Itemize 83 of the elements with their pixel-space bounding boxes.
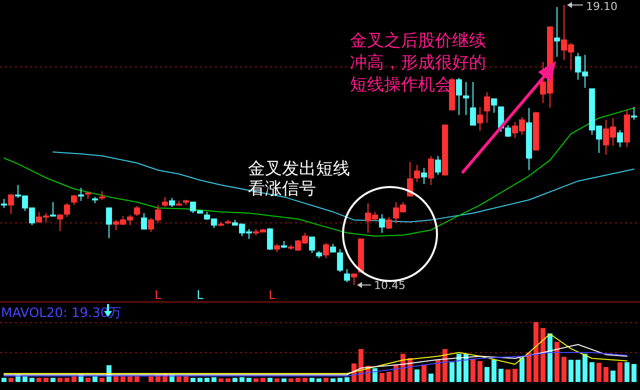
bar xyxy=(324,378,328,382)
bar xyxy=(610,370,616,382)
bar xyxy=(520,358,524,382)
bar xyxy=(190,378,196,382)
bar xyxy=(554,342,560,382)
bar xyxy=(212,377,216,382)
bar xyxy=(478,361,482,382)
bar xyxy=(92,376,98,382)
bar xyxy=(44,378,48,382)
bar xyxy=(100,378,104,382)
bar xyxy=(198,378,202,382)
bar xyxy=(218,378,224,382)
bar xyxy=(582,354,588,382)
bar xyxy=(114,376,118,382)
bar xyxy=(624,362,630,382)
text: L xyxy=(196,288,204,302)
bar xyxy=(414,369,420,382)
bar xyxy=(296,378,300,382)
bar xyxy=(548,333,552,382)
bar xyxy=(58,378,62,382)
bar xyxy=(428,374,434,382)
bar xyxy=(526,352,532,382)
bar xyxy=(148,376,154,382)
bar xyxy=(492,360,496,382)
bar xyxy=(232,378,238,382)
bar xyxy=(240,377,244,382)
bar xyxy=(576,360,580,382)
bar xyxy=(128,376,132,382)
bar xyxy=(344,377,350,382)
bar xyxy=(562,356,566,382)
bar xyxy=(260,378,266,382)
bar xyxy=(246,378,252,382)
bar xyxy=(274,378,280,382)
bar xyxy=(380,373,384,382)
bar xyxy=(604,367,608,382)
bar xyxy=(226,378,230,382)
bar xyxy=(86,378,90,382)
bar xyxy=(470,358,476,382)
bar xyxy=(456,354,462,382)
bar xyxy=(302,378,308,382)
bar xyxy=(498,368,504,382)
bar xyxy=(540,328,546,382)
bar xyxy=(436,360,440,382)
bar xyxy=(310,378,314,382)
bar xyxy=(120,376,126,382)
bar xyxy=(590,362,594,382)
bar xyxy=(2,378,6,382)
bar xyxy=(8,378,14,382)
annotation: 19.10 xyxy=(586,0,618,13)
bar xyxy=(22,376,28,382)
bar xyxy=(372,368,378,382)
bar xyxy=(442,349,448,382)
bar xyxy=(282,378,286,382)
bar xyxy=(568,360,574,382)
bar xyxy=(50,378,56,382)
bar xyxy=(506,369,510,382)
bar xyxy=(450,362,454,382)
bar xyxy=(184,376,188,382)
bar xyxy=(64,378,70,382)
bar xyxy=(268,378,272,382)
bar xyxy=(316,378,322,382)
bar xyxy=(176,376,182,382)
bar xyxy=(30,378,34,382)
bar xyxy=(288,378,294,382)
bar xyxy=(512,368,518,382)
bar xyxy=(134,376,140,382)
bar xyxy=(72,376,76,382)
text: L xyxy=(154,288,162,302)
bar xyxy=(338,378,342,382)
bar xyxy=(596,362,602,382)
bar xyxy=(36,378,42,382)
bar xyxy=(484,367,490,382)
bar xyxy=(632,364,636,382)
annotation: 10.45 xyxy=(374,279,406,292)
bar xyxy=(254,378,258,382)
bar xyxy=(386,372,392,382)
bar xyxy=(618,362,622,382)
bar xyxy=(330,378,336,382)
bar xyxy=(464,354,468,382)
text: L xyxy=(268,288,276,302)
bar xyxy=(534,322,538,382)
bar xyxy=(422,364,426,382)
bar xyxy=(204,378,210,382)
